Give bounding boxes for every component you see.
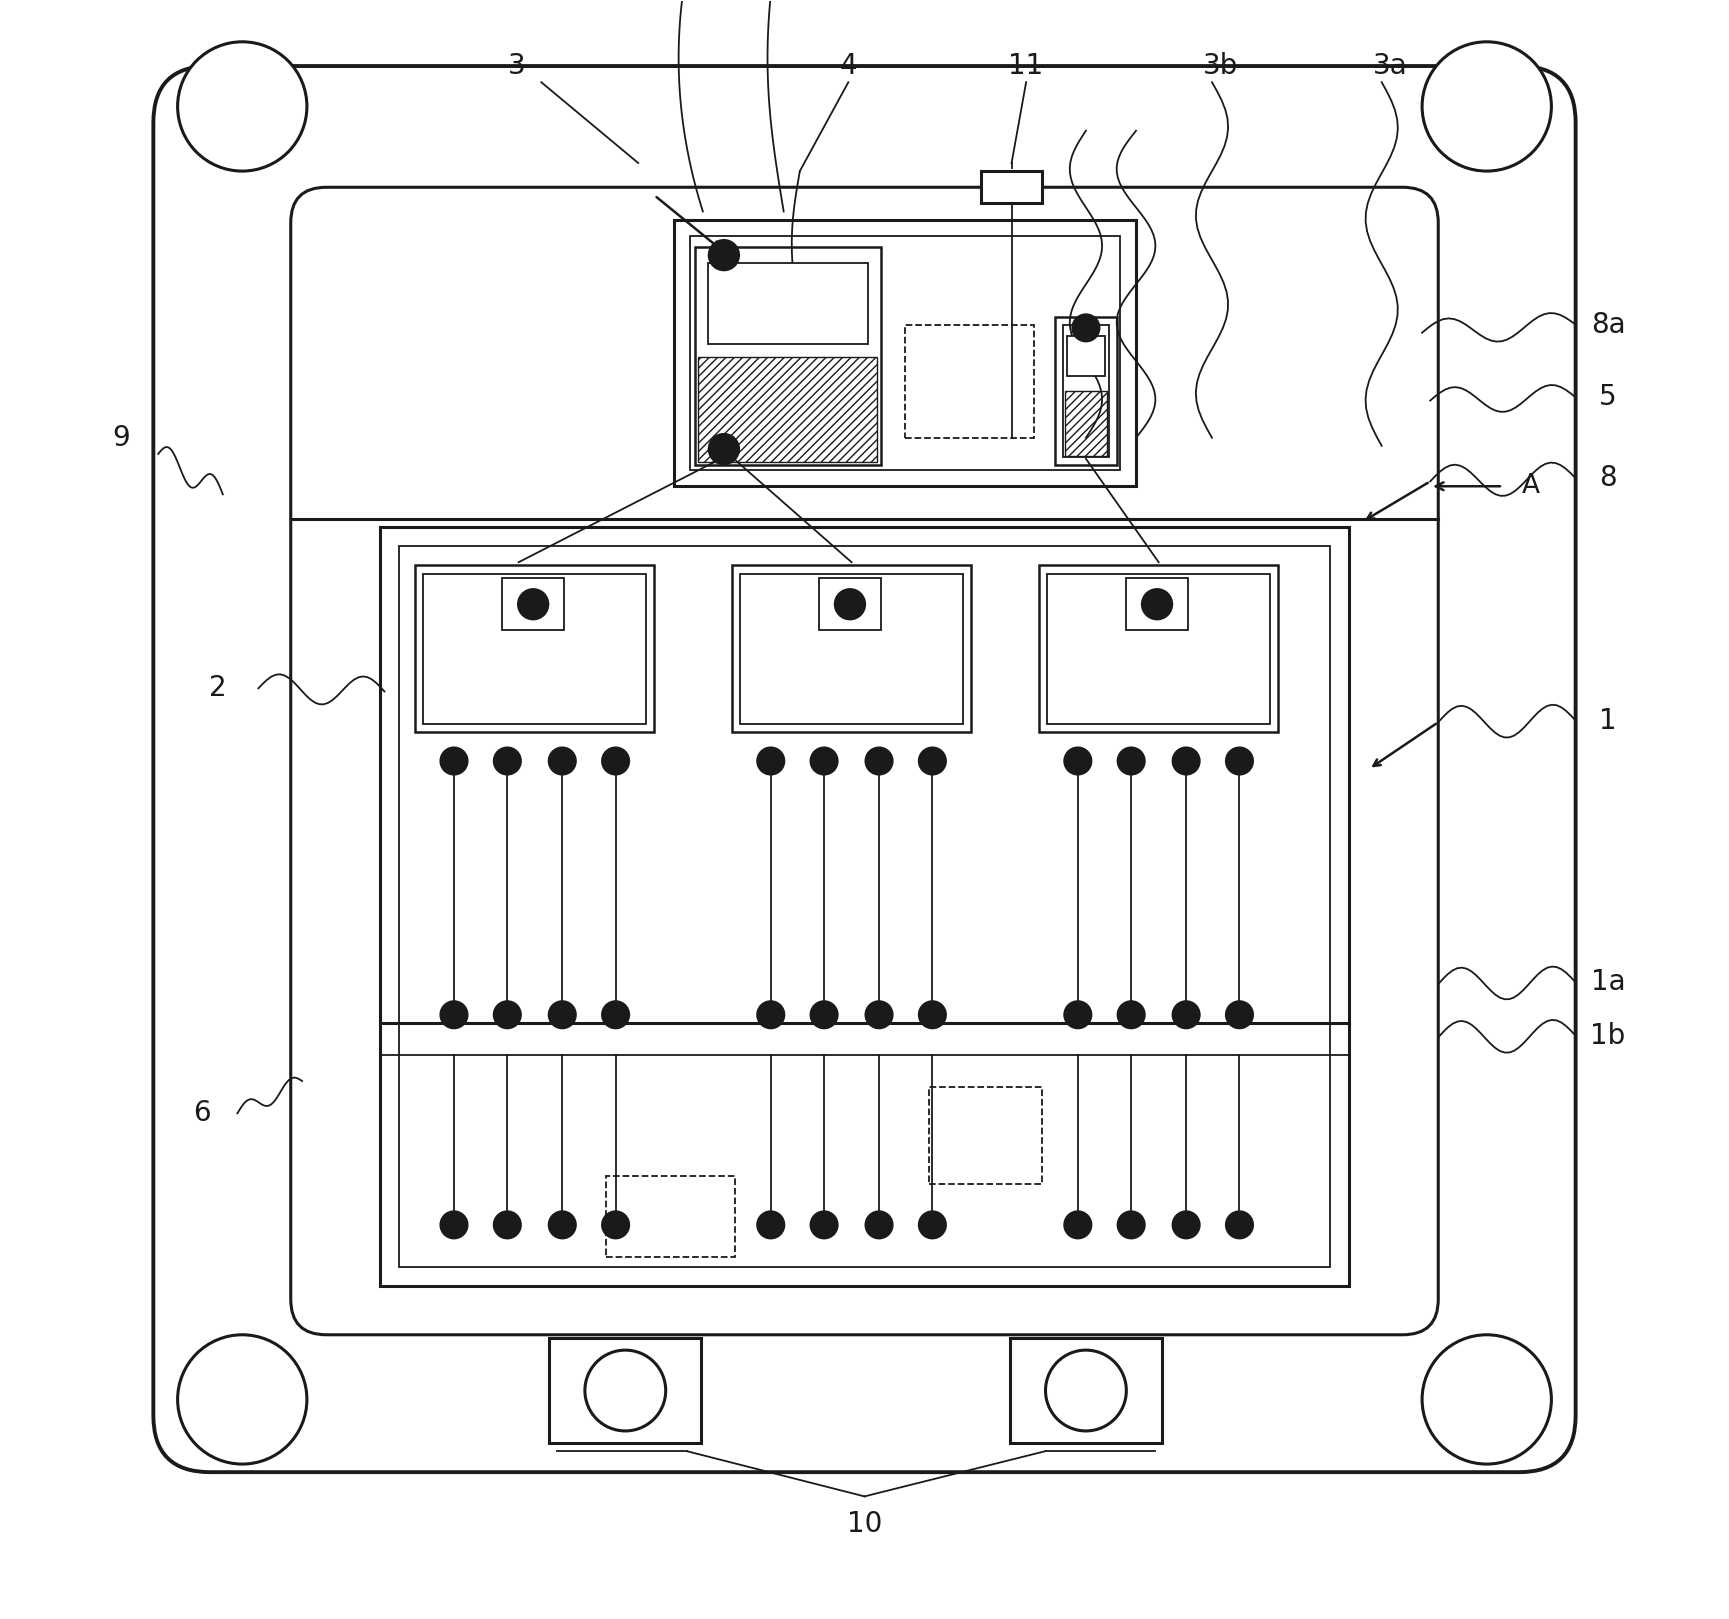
Circle shape <box>809 1001 839 1030</box>
Bar <box>904 325 1034 437</box>
Bar <box>1126 578 1188 630</box>
Bar <box>605 1177 735 1258</box>
Text: 4: 4 <box>840 52 858 79</box>
Circle shape <box>178 42 308 172</box>
Circle shape <box>918 746 947 776</box>
Text: 2: 2 <box>209 674 226 703</box>
Bar <box>1063 325 1108 457</box>
Text: 9: 9 <box>112 424 130 452</box>
Bar <box>380 526 1349 1285</box>
Circle shape <box>918 1211 947 1240</box>
Text: 3b: 3b <box>1202 52 1238 79</box>
Bar <box>690 236 1120 470</box>
Text: 6: 6 <box>194 1099 211 1127</box>
Text: 3a: 3a <box>1373 52 1407 79</box>
Bar <box>415 565 654 732</box>
Circle shape <box>1072 314 1100 342</box>
Bar <box>695 248 880 465</box>
Circle shape <box>1046 1350 1126 1431</box>
Circle shape <box>756 746 785 776</box>
Bar <box>503 578 564 630</box>
Circle shape <box>1172 746 1200 776</box>
Text: 5: 5 <box>1599 384 1617 411</box>
Circle shape <box>809 746 839 776</box>
Bar <box>1048 573 1271 724</box>
Circle shape <box>1141 588 1174 620</box>
Circle shape <box>833 588 866 620</box>
Bar <box>1055 317 1117 465</box>
Circle shape <box>1224 746 1254 776</box>
Circle shape <box>493 1211 522 1240</box>
Bar <box>707 264 868 343</box>
Circle shape <box>864 1211 894 1240</box>
Circle shape <box>1421 42 1551 172</box>
Text: 1a: 1a <box>1591 968 1625 996</box>
Circle shape <box>493 1001 522 1030</box>
Circle shape <box>1421 1334 1551 1464</box>
FancyBboxPatch shape <box>290 188 1439 1334</box>
Circle shape <box>548 1211 577 1240</box>
Circle shape <box>439 1001 469 1030</box>
Circle shape <box>918 1001 947 1030</box>
Text: 1: 1 <box>1599 706 1617 735</box>
Circle shape <box>1117 746 1146 776</box>
Circle shape <box>1224 1211 1254 1240</box>
Bar <box>699 356 877 461</box>
Bar <box>928 1088 1043 1185</box>
Circle shape <box>1172 1211 1200 1240</box>
Circle shape <box>707 240 740 272</box>
Circle shape <box>1117 1001 1146 1030</box>
Text: 3: 3 <box>508 52 526 79</box>
Text: A: A <box>1522 473 1539 499</box>
Circle shape <box>756 1001 785 1030</box>
Text: 8: 8 <box>1599 465 1617 492</box>
Circle shape <box>1063 1001 1093 1030</box>
Circle shape <box>1224 1001 1254 1030</box>
Circle shape <box>548 746 577 776</box>
Circle shape <box>584 1350 666 1431</box>
Bar <box>820 578 880 630</box>
Circle shape <box>864 1001 894 1030</box>
Circle shape <box>707 432 740 465</box>
Circle shape <box>178 1334 308 1464</box>
Bar <box>424 573 647 724</box>
Text: 11: 11 <box>1008 52 1044 79</box>
Circle shape <box>756 1211 785 1240</box>
Bar <box>399 546 1330 1268</box>
Bar <box>550 1337 702 1443</box>
Bar <box>674 220 1136 486</box>
FancyBboxPatch shape <box>154 66 1575 1472</box>
Circle shape <box>1063 746 1093 776</box>
Circle shape <box>602 746 629 776</box>
Circle shape <box>439 1211 469 1240</box>
Circle shape <box>1117 1211 1146 1240</box>
Circle shape <box>493 746 522 776</box>
Bar <box>980 172 1043 204</box>
Text: 8a: 8a <box>1591 311 1625 338</box>
Bar <box>740 573 963 724</box>
Circle shape <box>439 746 469 776</box>
Circle shape <box>517 588 550 620</box>
Circle shape <box>1063 1211 1093 1240</box>
Text: 10: 10 <box>847 1511 882 1538</box>
Circle shape <box>548 1001 577 1030</box>
Text: 1b: 1b <box>1591 1022 1625 1049</box>
Circle shape <box>602 1211 629 1240</box>
Bar <box>1065 390 1107 455</box>
Circle shape <box>1172 1001 1200 1030</box>
Bar <box>1067 337 1105 376</box>
Circle shape <box>809 1211 839 1240</box>
Circle shape <box>864 746 894 776</box>
Bar <box>1039 565 1278 732</box>
Bar <box>1010 1337 1162 1443</box>
Circle shape <box>602 1001 629 1030</box>
Bar <box>731 565 972 732</box>
